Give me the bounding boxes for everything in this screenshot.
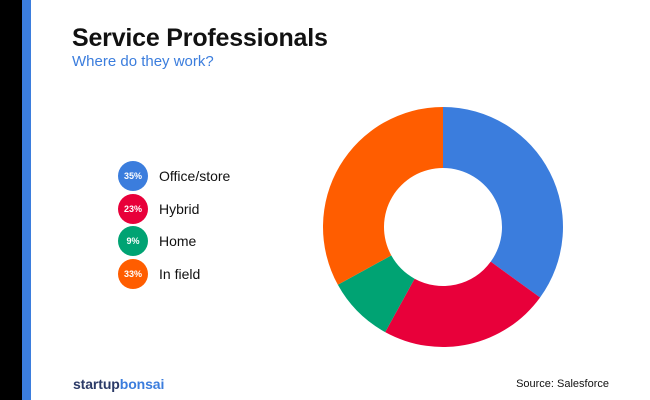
donut-chart	[322, 107, 563, 347]
left-edge-bar	[0, 0, 22, 400]
donut-slice-home	[337, 255, 415, 333]
legend-item-in-field: 33% In field	[118, 258, 230, 291]
donut-slice-office-store	[443, 107, 563, 298]
legend-label: Home	[159, 233, 197, 250]
legend-badge: 23%	[118, 193, 148, 224]
legend-badge: 9%	[118, 226, 148, 257]
chart-subtitle: Where do they work?	[72, 53, 214, 70]
legend-item-hybrid: 23% Hybrid	[118, 193, 230, 226]
donut-slice-in-field	[322, 107, 443, 285]
legend-label: Hybrid	[159, 200, 200, 217]
legend-badge: 35%	[118, 161, 148, 192]
legend: 35% Office/store 23% Hybrid 9% Home 33% …	[118, 160, 230, 290]
legend-item-home: 9% Home	[118, 225, 230, 258]
donut-slice-hybrid	[385, 261, 541, 347]
legend-label: Office/store	[159, 168, 231, 185]
brand-logo-part1: startup	[73, 376, 120, 392]
legend-item-office-store: 35% Office/store	[118, 160, 230, 193]
accent-bar	[22, 0, 31, 400]
brand-logo-part2: bonsai	[119, 376, 165, 392]
source-note: Source: Salesforce	[516, 378, 609, 390]
chart-title: Service Professionals	[72, 24, 328, 52]
legend-label: In field	[159, 265, 201, 282]
legend-badge: 33%	[118, 258, 148, 289]
brand-logo: startupbonsai	[73, 376, 164, 392]
